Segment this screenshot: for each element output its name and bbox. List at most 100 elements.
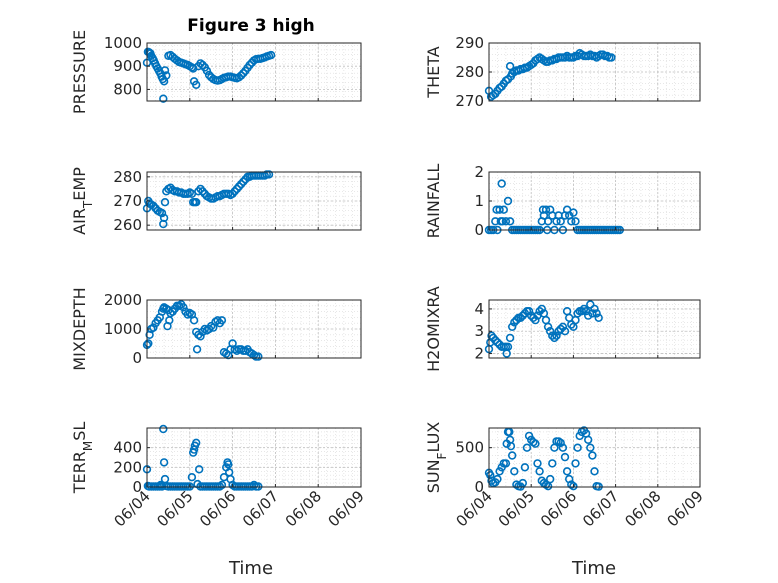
data-point [516,313,525,322]
series-h2omixra [484,300,603,358]
y-tick-label: 290 [455,34,484,52]
data-point [192,438,201,447]
data-point [192,198,201,207]
x-axis-label-left: Time [228,558,273,579]
data-point [503,196,513,206]
y-tick-label: 200 [113,458,142,476]
y-tick-label: 1000 [104,34,142,52]
data-point [493,338,502,347]
data-point [159,458,169,467]
data-point [495,205,504,214]
plot-area [147,172,361,230]
data-point [556,438,565,448]
data-point [245,60,254,70]
y-tick-label: 1000 [104,320,142,338]
data-point [505,333,515,343]
data-point [573,443,582,452]
data-point [159,424,168,434]
data-point [486,471,495,480]
data-point [543,322,553,331]
data-point [491,336,500,345]
panel-pressure: 800 900 1000 PRESSURE [70,30,362,114]
data-point [160,66,170,75]
panel-rainfall: 0 1 2 RAINFALL [424,163,701,239]
data-point [198,60,207,70]
data-point [531,439,540,448]
x-tick-label: 06/06 [537,487,580,530]
data-point [224,460,233,469]
data-point [501,217,511,226]
y-tick-label: 800 [113,80,142,98]
data-point [573,309,582,318]
y-tick-label: 270 [455,92,484,110]
data-point [497,179,506,188]
data-point [196,332,205,341]
data-point [510,467,519,476]
x-tick-label: 06/07 [239,487,282,530]
data-point [493,474,502,484]
data-point [607,53,616,62]
data-point [588,309,597,318]
data-point [144,339,153,348]
data-point [558,322,568,331]
x-tick-label: 06/09 [325,487,368,530]
data-point [529,313,538,322]
data-point [583,435,593,444]
data-point [495,467,504,476]
data-point [533,459,542,468]
data-point [545,327,555,336]
data-point [518,311,527,320]
data-point [548,459,557,468]
y-tick-label: 900 [113,57,142,75]
data-point [558,443,568,452]
data-point [552,331,561,340]
data-point [192,80,201,90]
panel-theta: 270 280 290 THETA [424,34,701,110]
y-tick-label: 270 [113,192,142,210]
data-point [192,345,202,354]
data-point [560,452,570,462]
data-point [579,304,589,314]
data-point [505,217,515,226]
y-axis-label: AIRTEMP [70,167,95,235]
data-point [189,316,199,325]
data-point [506,441,516,451]
data-point [498,217,507,226]
data-point [594,313,603,322]
data-point [195,465,204,474]
y-axis-label: RAINFALL [424,164,443,239]
data-point [230,187,239,196]
panel-air-temp: 260 270 280 AIRTEMP [70,167,362,235]
y-tick-label: 400 [113,439,142,457]
plot-area [147,43,361,101]
y-axis-label: H2OMIXRA [424,286,443,372]
x-tick-label: 06/09 [664,487,707,530]
data-point [237,71,246,80]
data-point [159,94,168,103]
y-tick-label: 2000 [104,291,142,309]
data-point [217,480,227,490]
data-point [508,451,517,460]
data-point [179,303,188,312]
data-point [567,217,576,226]
data-point [234,182,244,191]
axes-box [488,299,701,359]
y-axis-label: MIXDEPTH [70,287,89,370]
series-sun-flux [484,426,603,491]
x-axis-label-right: Time [571,558,616,579]
y-tick-label: 0 [132,478,142,496]
data-point [522,443,532,452]
panel-sun-flux: 050006/0406/0506/0606/0706/0806/09SUNFLU… [424,422,707,531]
axes-box [488,427,701,488]
data-point [535,467,544,476]
y-tick-label: 2 [474,163,484,181]
chart-title: Figure 3 high [187,16,315,36]
y-tick-label: 0 [474,478,484,496]
y-tick-label: 1 [474,192,484,210]
y-axis-label: THETA [424,46,443,98]
axes-box [146,427,362,488]
data-point [545,474,555,484]
x-tick-label: 06/05 [495,487,538,530]
data-point [592,309,601,318]
